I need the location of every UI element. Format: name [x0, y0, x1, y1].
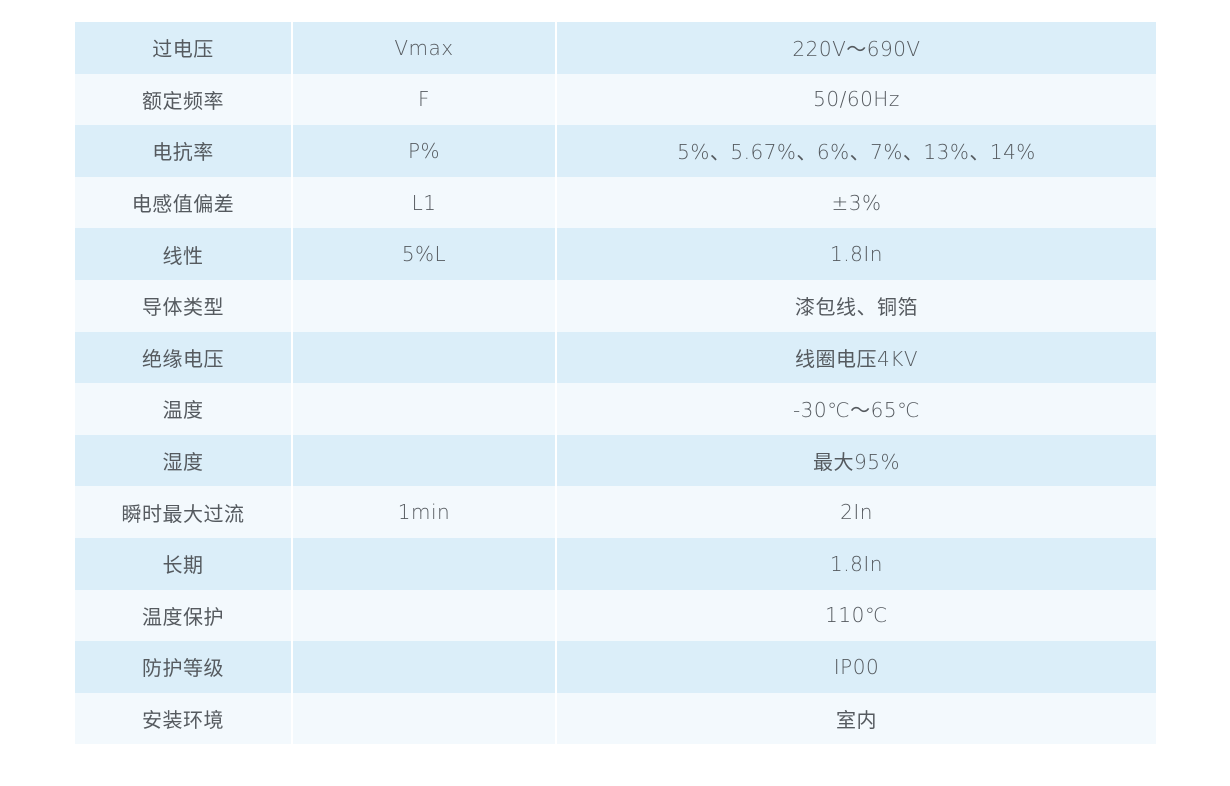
param-name: 防护等级 — [75, 641, 291, 693]
param-value: 最大95% — [555, 434, 1156, 487]
table-row: 额定频率 F 50/60Hz — [75, 73, 1156, 126]
param-name: 额定频率 — [75, 73, 291, 126]
param-value: 50/60Hz — [555, 73, 1156, 126]
param-symbol: P% — [291, 125, 555, 177]
table-row: 过电压 Vmax 220V～690V — [75, 22, 1156, 74]
param-symbol — [291, 692, 555, 745]
param-symbol — [291, 279, 555, 332]
param-symbol — [291, 434, 555, 487]
param-name: 电感值偏差 — [75, 176, 291, 229]
table-row: 防护等级 IP00 — [75, 641, 1156, 693]
param-name: 导体类型 — [75, 279, 291, 332]
param-name: 绝缘电压 — [75, 331, 291, 384]
param-name: 安装环境 — [75, 692, 291, 745]
param-name: 瞬时最大过流 — [75, 486, 291, 538]
param-value: IP00 — [555, 641, 1156, 693]
param-name: 线性 — [75, 228, 291, 280]
param-symbol — [291, 589, 555, 642]
table-row: 温度保护 110℃ — [75, 589, 1156, 642]
table-row: 电感值偏差 L1 ±3% — [75, 176, 1156, 229]
param-symbol: 1min — [291, 486, 555, 538]
table-row: 导体类型 漆包线、铜箔 — [75, 279, 1156, 332]
param-symbol — [291, 331, 555, 384]
param-symbol: L1 — [291, 176, 555, 229]
param-value: 漆包线、铜箔 — [555, 279, 1156, 332]
table-row: 湿度 最大95% — [75, 434, 1156, 487]
param-name: 过电压 — [75, 22, 291, 74]
param-value: 220V～690V — [555, 22, 1156, 74]
param-value: ±3% — [555, 176, 1156, 229]
param-value: 2In — [555, 486, 1156, 538]
table-row: 温度 -30℃～65℃ — [75, 383, 1156, 435]
param-value: 1.8In — [555, 228, 1156, 280]
param-symbol: Vmax — [291, 22, 555, 74]
param-name: 电抗率 — [75, 125, 291, 177]
param-name: 温度保护 — [75, 589, 291, 642]
param-symbol — [291, 383, 555, 435]
param-value: 5%、5.67%、6%、7%、13%、14% — [555, 125, 1156, 177]
param-value: 1.8In — [555, 537, 1156, 590]
param-symbol — [291, 537, 555, 590]
param-symbol: 5%L — [291, 228, 555, 280]
table-row: 线性 5%L 1.8In — [75, 228, 1156, 280]
param-symbol: F — [291, 73, 555, 126]
param-symbol — [291, 641, 555, 693]
param-value: 线圈电压4KV — [555, 331, 1156, 384]
param-value: 室内 — [555, 692, 1156, 745]
table-row: 安装环境 室内 — [75, 692, 1156, 745]
spec-table: 过电压 Vmax 220V～690V 额定频率 F 50/60Hz 电抗率 P%… — [75, 22, 1156, 745]
param-name: 长期 — [75, 537, 291, 590]
param-value: -30℃～65℃ — [555, 383, 1156, 435]
table-row: 瞬时最大过流 1min 2In — [75, 486, 1156, 538]
table-row: 长期 1.8In — [75, 537, 1156, 590]
param-name: 温度 — [75, 383, 291, 435]
table-row: 电抗率 P% 5%、5.67%、6%、7%、13%、14% — [75, 125, 1156, 177]
param-value: 110℃ — [555, 589, 1156, 642]
param-name: 湿度 — [75, 434, 291, 487]
table-row: 绝缘电压 线圈电压4KV — [75, 331, 1156, 384]
